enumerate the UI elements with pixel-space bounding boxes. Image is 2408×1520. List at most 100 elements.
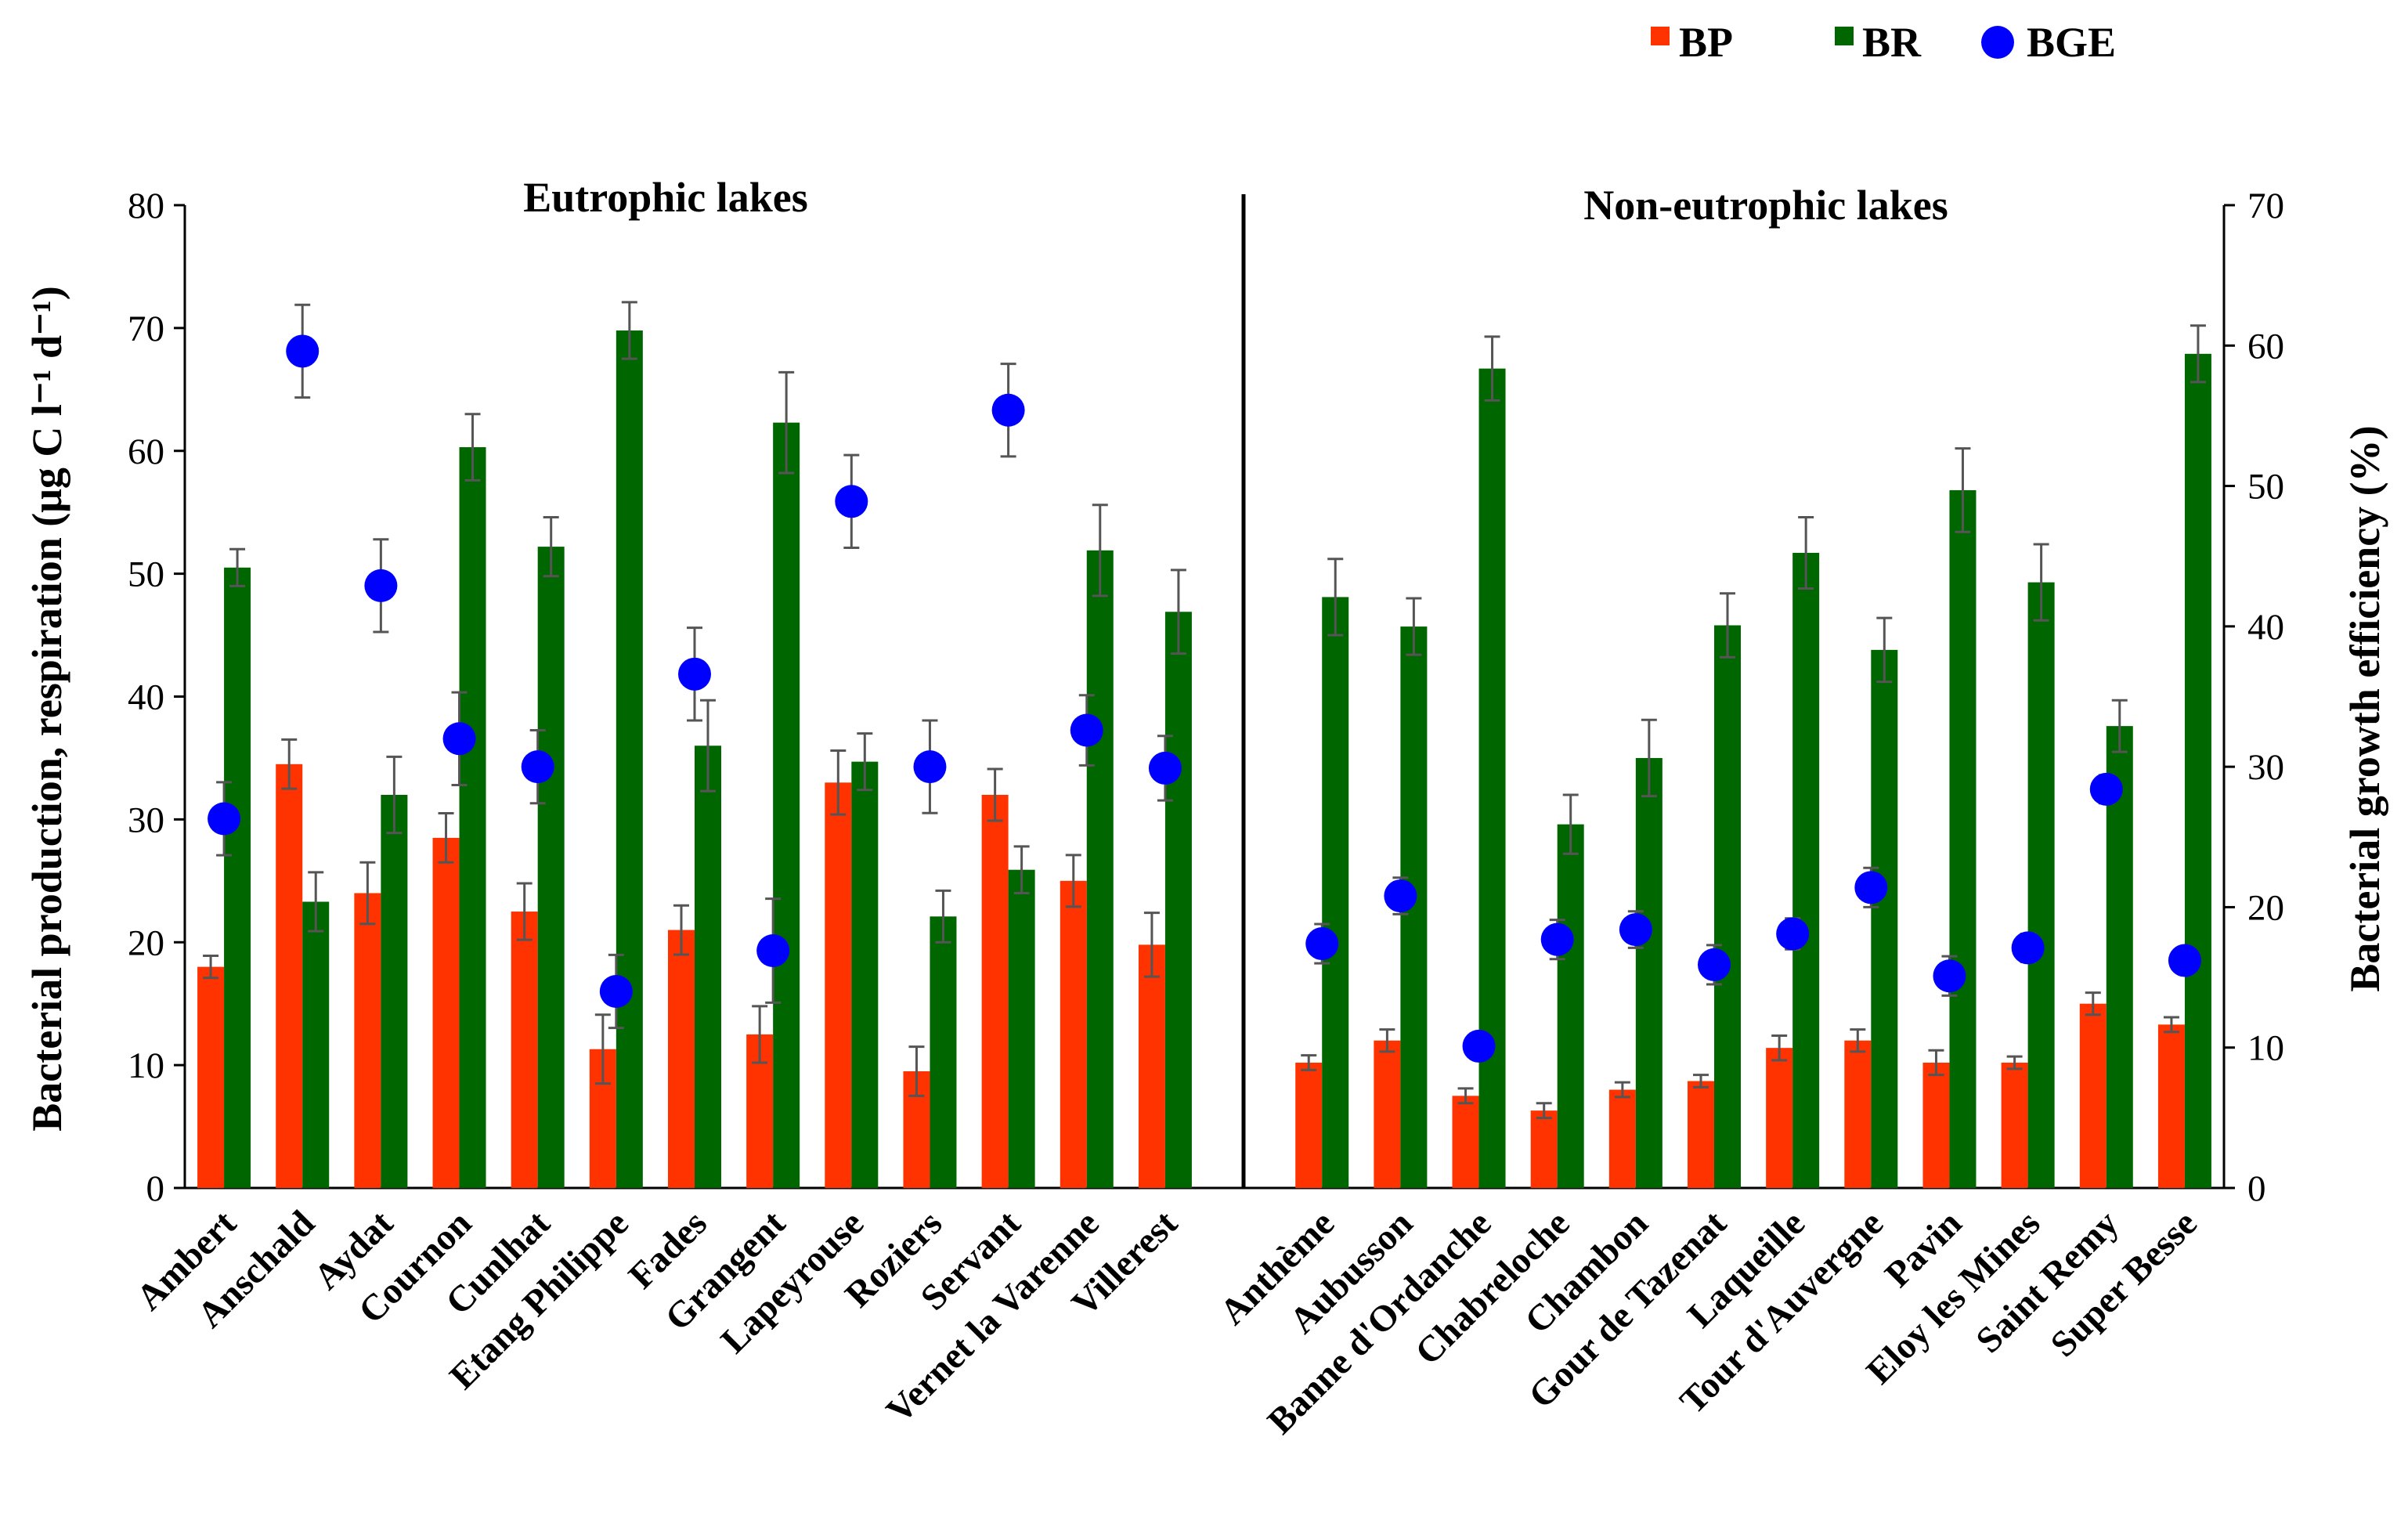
bp-error-bar bbox=[281, 738, 298, 790]
bp-error-bar bbox=[1536, 1102, 1552, 1120]
y-axis-right-ticks: 0 10 20 30 40 50 60 70 bbox=[2224, 186, 2284, 1209]
br-error-bar bbox=[1720, 592, 1735, 659]
bp-error-bar bbox=[1379, 1028, 1395, 1053]
bp-bar bbox=[197, 966, 225, 1188]
bp-bar bbox=[2079, 1003, 2107, 1188]
bge-point bbox=[1540, 922, 1574, 956]
bp-bar bbox=[1295, 1062, 1323, 1188]
bp-error-bar bbox=[359, 861, 376, 926]
bge-point bbox=[1776, 917, 1810, 951]
bge-point bbox=[521, 750, 554, 784]
bp-bar bbox=[981, 795, 1009, 1188]
br-bar bbox=[1792, 552, 1820, 1188]
bp-error-bar bbox=[908, 1045, 925, 1097]
br-error-bar bbox=[1955, 447, 1971, 533]
bp-bar bbox=[432, 837, 460, 1188]
br-bar bbox=[1557, 824, 1584, 1188]
bp-error-bar bbox=[2085, 991, 2101, 1016]
y-left-tick-label: 50 bbox=[128, 554, 164, 595]
bge-point bbox=[2089, 772, 2123, 806]
br-error-bar bbox=[464, 413, 481, 482]
legend-bge-marker bbox=[1981, 26, 2014, 59]
bp-bar bbox=[1688, 1081, 1714, 1188]
bp-bar bbox=[2157, 1024, 2185, 1188]
br-bar bbox=[1164, 612, 1192, 1188]
br-error-bar bbox=[1484, 335, 1500, 402]
legend-bp-swatch bbox=[1651, 27, 1670, 45]
br-bar bbox=[1714, 625, 1741, 1188]
bp-bar bbox=[1138, 944, 1165, 1188]
br-error-bar bbox=[229, 547, 246, 587]
bp-error-bar bbox=[987, 767, 1003, 822]
legend-bp-label: BP bbox=[1679, 19, 1733, 66]
y-right-tick-label: 60 bbox=[2247, 326, 2284, 366]
br-bar bbox=[381, 795, 408, 1188]
bp-error-bar bbox=[1693, 1074, 1709, 1089]
y-left-tick-label: 60 bbox=[128, 431, 164, 472]
br-error-bar bbox=[935, 889, 951, 944]
br-error-bar bbox=[1876, 616, 1893, 684]
br-bar bbox=[773, 422, 800, 1188]
bge-point bbox=[1933, 959, 1966, 993]
br-error-bar bbox=[1798, 515, 1814, 590]
bp-error-bar bbox=[752, 1005, 768, 1064]
br-bar bbox=[851, 761, 879, 1188]
y-left-tick-label: 70 bbox=[128, 309, 164, 349]
br-bar bbox=[537, 547, 565, 1188]
bge-point bbox=[1305, 927, 1339, 961]
y-axis-right-title: Bacterial growth efficiency (%) bbox=[2341, 425, 2388, 991]
y-left-tick-label: 80 bbox=[128, 186, 164, 226]
y-right-tick-label: 70 bbox=[2247, 186, 2284, 226]
bp-bar bbox=[354, 893, 381, 1188]
y-left-tick-label: 10 bbox=[128, 1045, 164, 1086]
bp-bar bbox=[1844, 1040, 1872, 1188]
bar-series bbox=[197, 330, 2211, 1189]
bge-point bbox=[599, 975, 633, 1008]
br-bar bbox=[616, 330, 643, 1189]
br-error-bar bbox=[1013, 845, 1030, 894]
bp-bar bbox=[511, 912, 538, 1188]
y-right-tick-label: 10 bbox=[2247, 1028, 2284, 1069]
legend-bge-label: BGE bbox=[2027, 19, 2116, 66]
br-error-bar bbox=[2190, 324, 2206, 384]
br-error-bar bbox=[778, 370, 795, 475]
group-label-eutrophic: Eutrophic lakes bbox=[523, 174, 808, 221]
br-error-bar bbox=[1406, 597, 1422, 656]
bp-bar bbox=[1922, 1062, 1950, 1188]
bp-bar bbox=[825, 782, 852, 1188]
br-error-bar bbox=[700, 699, 716, 792]
bp-bar bbox=[276, 764, 303, 1188]
bp-bar bbox=[2001, 1062, 2028, 1188]
bp-error-bar bbox=[1850, 1028, 1866, 1053]
bp-bar bbox=[1374, 1040, 1401, 1188]
bp-error-bar bbox=[1928, 1049, 1944, 1077]
bge-point bbox=[1148, 751, 1182, 785]
br-error-bar bbox=[1170, 569, 1186, 655]
br-error-bar bbox=[308, 871, 324, 933]
br-error-bar bbox=[1562, 793, 1579, 855]
legend-br-label: BR bbox=[1862, 19, 1922, 66]
br-bar bbox=[302, 901, 330, 1188]
bp-bar bbox=[1608, 1089, 1636, 1188]
bp-bar bbox=[1452, 1096, 1479, 1188]
legend-br-swatch bbox=[1835, 27, 1854, 45]
bp-error-bar bbox=[2006, 1055, 2023, 1070]
bp-error-bar bbox=[1614, 1081, 1630, 1099]
bp-error-bar bbox=[594, 1013, 611, 1085]
br-bar bbox=[1871, 649, 1898, 1188]
br-bar bbox=[1008, 869, 1035, 1188]
br-bar bbox=[2184, 353, 2211, 1189]
bge-point bbox=[1462, 1029, 1496, 1063]
y-right-tick-label: 30 bbox=[2247, 747, 2284, 788]
y-axis-left-title: Bacterial production, respiration (μg C … bbox=[23, 286, 70, 1131]
y-left-tick-label: 40 bbox=[128, 677, 164, 718]
bge-point bbox=[1854, 871, 1888, 904]
bp-bar bbox=[1766, 1048, 1793, 1188]
bge-point bbox=[442, 722, 476, 756]
bp-error-bar bbox=[1301, 1054, 1317, 1071]
bp-error-bar bbox=[1457, 1087, 1474, 1105]
bp-bar bbox=[1060, 880, 1087, 1188]
br-bar bbox=[695, 746, 721, 1188]
br-bar bbox=[224, 567, 251, 1188]
